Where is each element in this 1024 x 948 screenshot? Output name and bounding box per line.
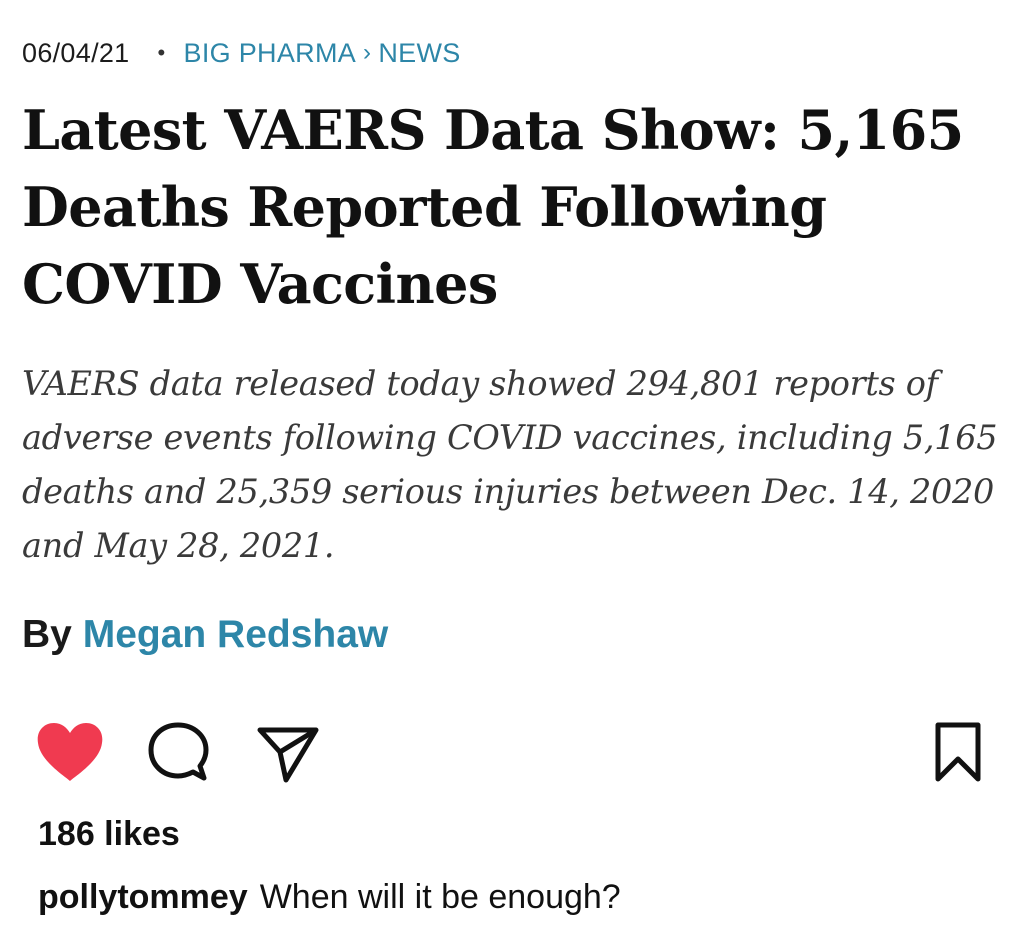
save-button[interactable] <box>918 712 998 792</box>
subcategory-link[interactable]: NEWS <box>378 38 461 68</box>
article-meta: 06/04/21 • BIG PHARMA › NEWS <box>22 30 1007 76</box>
likes-count[interactable]: 186 likes <box>38 815 180 853</box>
share-button[interactable] <box>248 712 328 792</box>
category-link[interactable]: BIG PHARMA <box>183 38 357 68</box>
separator-dot: • <box>157 40 166 65</box>
caption-text: When will it be enough? <box>259 878 621 916</box>
comment-icon <box>148 722 209 781</box>
like-button[interactable] <box>30 712 110 792</box>
article-headline: Latest VAERS Data Show: 5,165 Deaths Rep… <box>22 98 964 316</box>
article-header: 06/04/21 • BIG PHARMA › NEWS Latest VAER… <box>22 30 1007 659</box>
send-icon <box>257 727 319 783</box>
comment-button[interactable] <box>138 712 218 792</box>
heart-icon <box>37 723 103 781</box>
author-link[interactable]: Megan Redshaw <box>82 613 389 656</box>
article-summary: VAERS data released today showed 294,801… <box>22 364 998 565</box>
post-action-bar <box>30 712 990 792</box>
publish-date: 06/04/21 <box>22 38 130 68</box>
byline: By Megan Redshaw <box>22 611 1007 659</box>
breadcrumb-chevron-icon: › <box>363 39 372 66</box>
byline-prefix: By <box>22 613 72 656</box>
bookmark-icon <box>935 722 981 782</box>
caption-username[interactable]: pollytommey <box>38 878 248 916</box>
post-caption: pollytommey When will it be enough? <box>38 878 621 917</box>
